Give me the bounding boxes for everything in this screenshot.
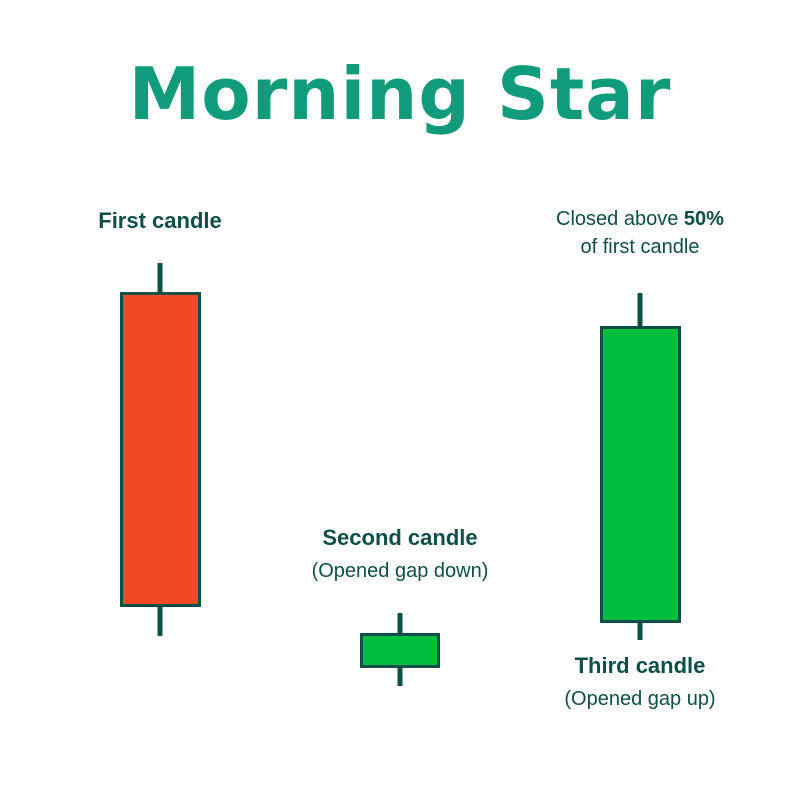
annotation-line2: of first candle xyxy=(580,236,700,258)
diagram-title: Morning Star xyxy=(128,52,672,136)
first-candle-body xyxy=(120,292,201,607)
second-candle xyxy=(360,613,440,686)
annotation-prefix: Closed above xyxy=(556,208,684,230)
third-candle xyxy=(600,293,681,640)
second-candle-body xyxy=(360,633,440,668)
second-candle-label: Second candle xyxy=(322,525,478,550)
second-candle-sublabel: (Opened gap down) xyxy=(311,560,489,582)
third-candle-annotation: Closed above 50% of first candle xyxy=(490,205,790,261)
first-candle-label: First candle xyxy=(98,208,222,233)
third-candle-body xyxy=(600,326,681,623)
third-candle-label: Third candle xyxy=(574,653,706,678)
annotation-percent: 50% xyxy=(683,208,724,230)
first-candle xyxy=(120,263,201,636)
third-candle-sublabel: (Opened gap up) xyxy=(564,688,716,710)
